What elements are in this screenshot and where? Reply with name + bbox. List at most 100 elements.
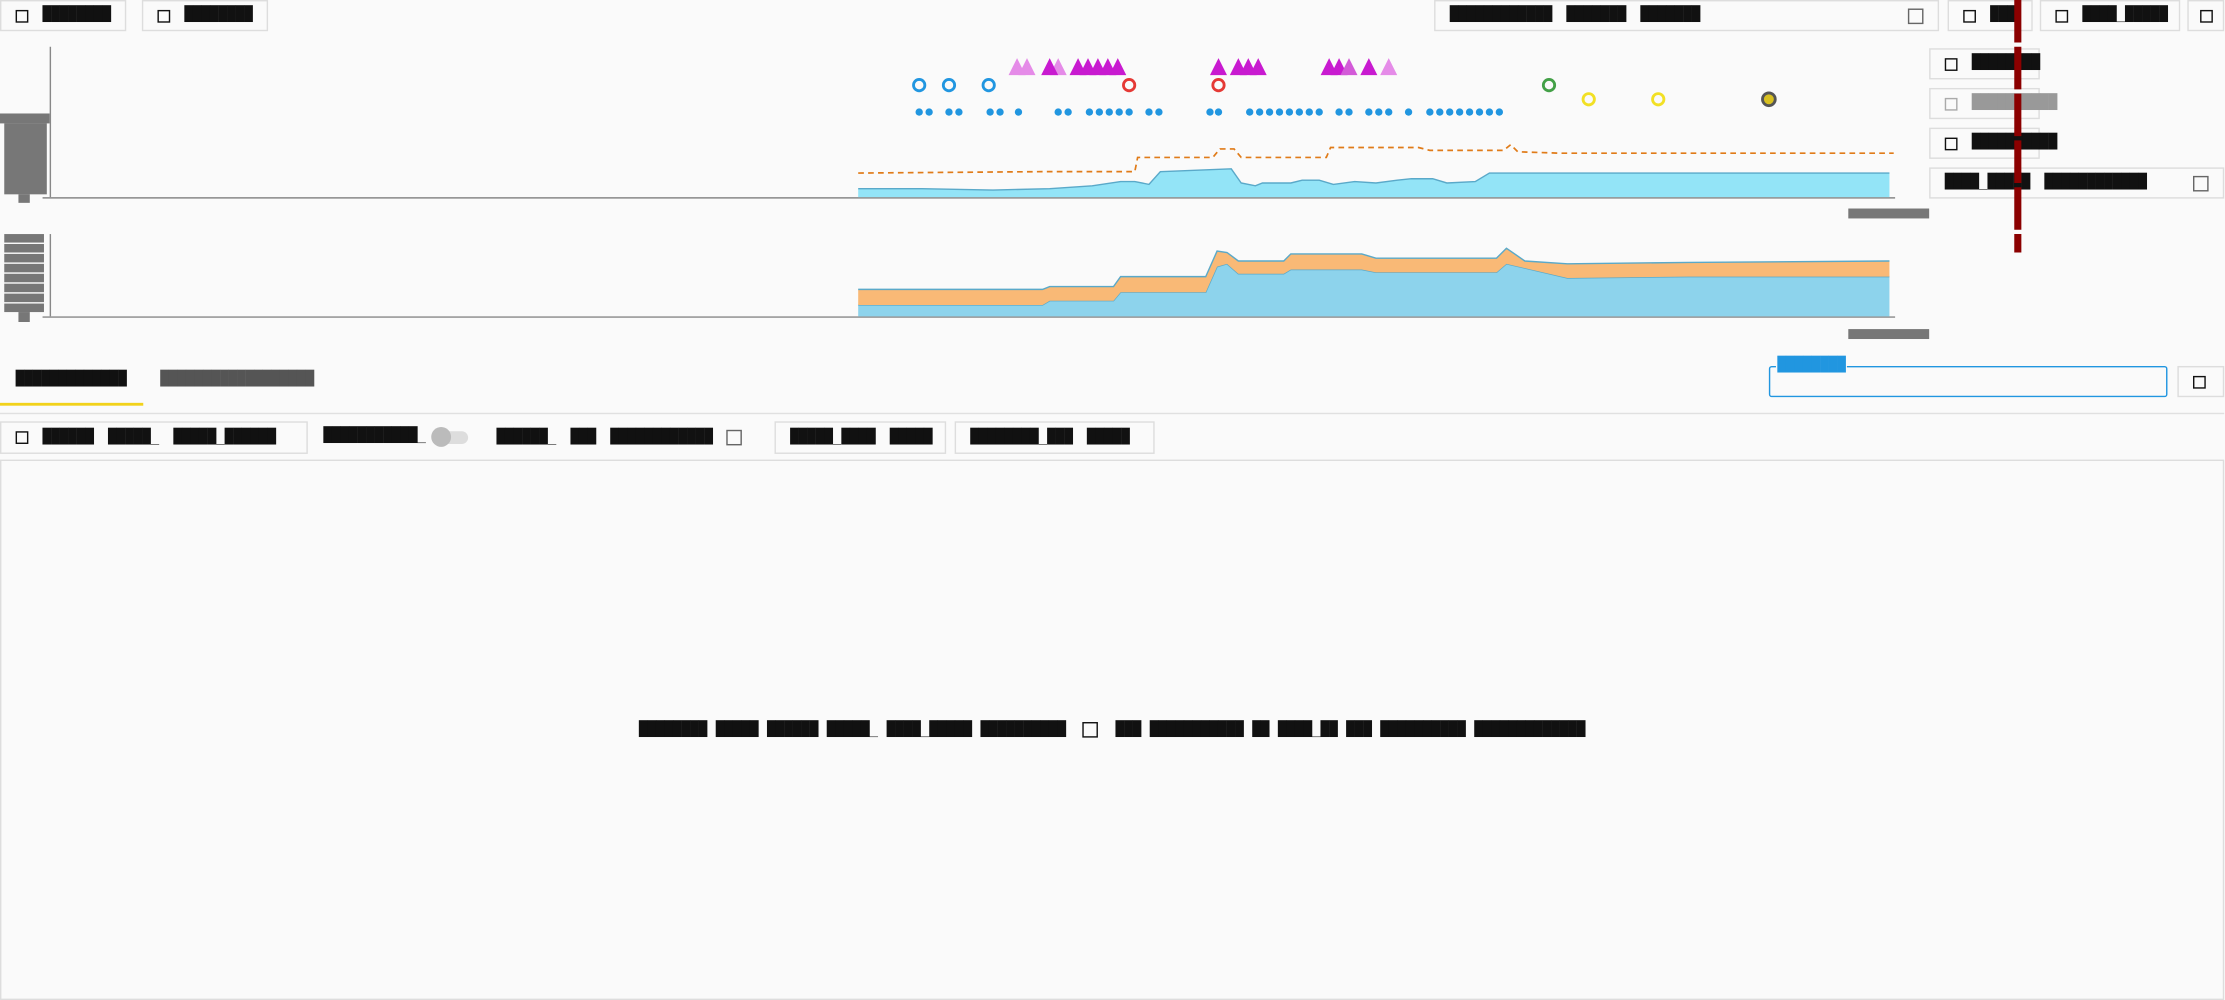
scrollbar[interactable] — [1848, 208, 1930, 219]
tab[interactable]: ██████████████████ — [160, 371, 315, 388]
event-dot — [1275, 108, 1284, 116]
event-dot — [1485, 108, 1494, 116]
event-dot — [996, 108, 1004, 116]
event-ring — [912, 78, 927, 93]
button[interactable]: ████████_███ █████ — [954, 421, 1155, 454]
scrollbar[interactable] — [1848, 329, 1930, 340]
event-triangle — [1249, 58, 1267, 76]
event-dot — [1295, 108, 1304, 116]
button[interactable] — [2187, 0, 2225, 32]
event-dot — [1246, 108, 1254, 116]
checkbox[interactable] — [726, 429, 743, 446]
search-input[interactable] — [1768, 365, 2168, 398]
event-ring — [1581, 92, 1596, 107]
button-label: █████ — [1086, 429, 1130, 445]
legend-label: ████_█████ — [1944, 174, 2031, 191]
event-dot — [986, 108, 994, 116]
event-dot — [1426, 108, 1434, 116]
button-label: ████████ — [184, 7, 253, 23]
event-triangle — [1041, 58, 1059, 76]
event-dot — [1105, 108, 1113, 116]
button[interactable]: ██████ █████_ █████_██████ — [0, 421, 308, 454]
event-dot — [1335, 108, 1343, 116]
button[interactable]: █████_████ █████ — [774, 421, 947, 454]
event-dot — [1255, 108, 1264, 116]
toggle-label: ███████████_ — [323, 428, 426, 444]
charts — [0, 0, 2022, 340]
button-label: ████████_███ — [970, 429, 1073, 445]
event-dot — [1214, 108, 1223, 116]
button[interactable]: ████_█████ — [2039, 0, 2181, 32]
event-dot — [1385, 108, 1393, 116]
tab[interactable]: █████████████ — [15, 371, 127, 388]
event-ring — [1122, 78, 1137, 93]
event-dot — [925, 108, 933, 116]
legend-group[interactable]: ████_█████ ████████████ — [1929, 167, 2225, 199]
event-dot — [1305, 108, 1313, 116]
event-dot — [1014, 108, 1023, 116]
event-dot — [1115, 108, 1123, 116]
range-text: ████████████ — [1449, 7, 1553, 23]
button[interactable]: ████████ — [141, 0, 269, 32]
event-ring — [1211, 78, 1226, 93]
results-panel: ████████ █████ ██████ █████_ ████_█████ … — [0, 459, 2225, 1000]
event-ring — [1651, 92, 1666, 107]
event-dot — [945, 108, 953, 116]
search-label: ████████ — [1775, 357, 1848, 375]
button-label: █████_ — [107, 429, 160, 445]
series-area — [858, 248, 1890, 305]
event-dot — [1446, 108, 1454, 116]
filter: ██████_ ███ ████████████ — [496, 421, 743, 454]
event-ring — [1541, 78, 1557, 93]
event-dot — [1495, 108, 1504, 116]
event-triangle — [1360, 58, 1378, 76]
button-label: ██████ — [42, 429, 94, 445]
button[interactable] — [2177, 365, 2225, 398]
event-dot — [1475, 108, 1484, 116]
range-box[interactable]: ████████████ ███████ ███████ — [1434, 0, 1940, 32]
divider — [0, 412, 2225, 415]
event-triangle — [1109, 58, 1127, 76]
event-dot — [1455, 108, 1464, 116]
event-dot — [1054, 108, 1062, 116]
event-triangle — [1380, 58, 1398, 76]
legend-label: ████████ — [1971, 55, 2041, 71]
event-triangle — [1209, 58, 1228, 76]
event-dot — [1375, 108, 1383, 116]
button-label: ████████ — [42, 7, 111, 23]
event-dot — [1365, 108, 1373, 116]
series-line — [858, 143, 1894, 174]
button-label: ███ — [1990, 7, 2016, 23]
legend-label: ████████████ — [2044, 174, 2147, 191]
range-text: ███████ — [1566, 7, 1627, 23]
button-label: █████_████ — [790, 429, 876, 445]
event-dot — [1465, 108, 1474, 116]
event-dot — [1155, 108, 1163, 116]
event-dot — [1145, 108, 1153, 116]
event-dot — [1285, 108, 1294, 116]
event-dot — [1125, 108, 1133, 116]
series-area — [858, 263, 1890, 317]
toggle-knob — [431, 426, 452, 447]
tab-indicator — [0, 402, 144, 406]
filter-label: ████████████ — [610, 429, 713, 445]
series-edge — [858, 247, 1890, 291]
event-dot — [1315, 108, 1323, 116]
event-dot — [1404, 108, 1413, 116]
event-dot — [1265, 108, 1274, 116]
button-label: █████_██████ — [173, 429, 276, 445]
event-dot — [1206, 108, 1214, 116]
event-dot — [1436, 108, 1444, 116]
y-histogram — [0, 113, 50, 322]
event-disc — [1761, 91, 1777, 108]
series-edge — [858, 168, 1890, 191]
filter-label: ██████_ — [496, 429, 557, 445]
event-dot — [1345, 108, 1353, 116]
button[interactable]: ████████ — [0, 0, 127, 32]
event-triangle — [1340, 58, 1358, 76]
event-dot — [1064, 108, 1072, 116]
event-triangle — [1018, 58, 1036, 76]
axes — [42, 46, 1896, 318]
event-dot — [915, 108, 923, 116]
